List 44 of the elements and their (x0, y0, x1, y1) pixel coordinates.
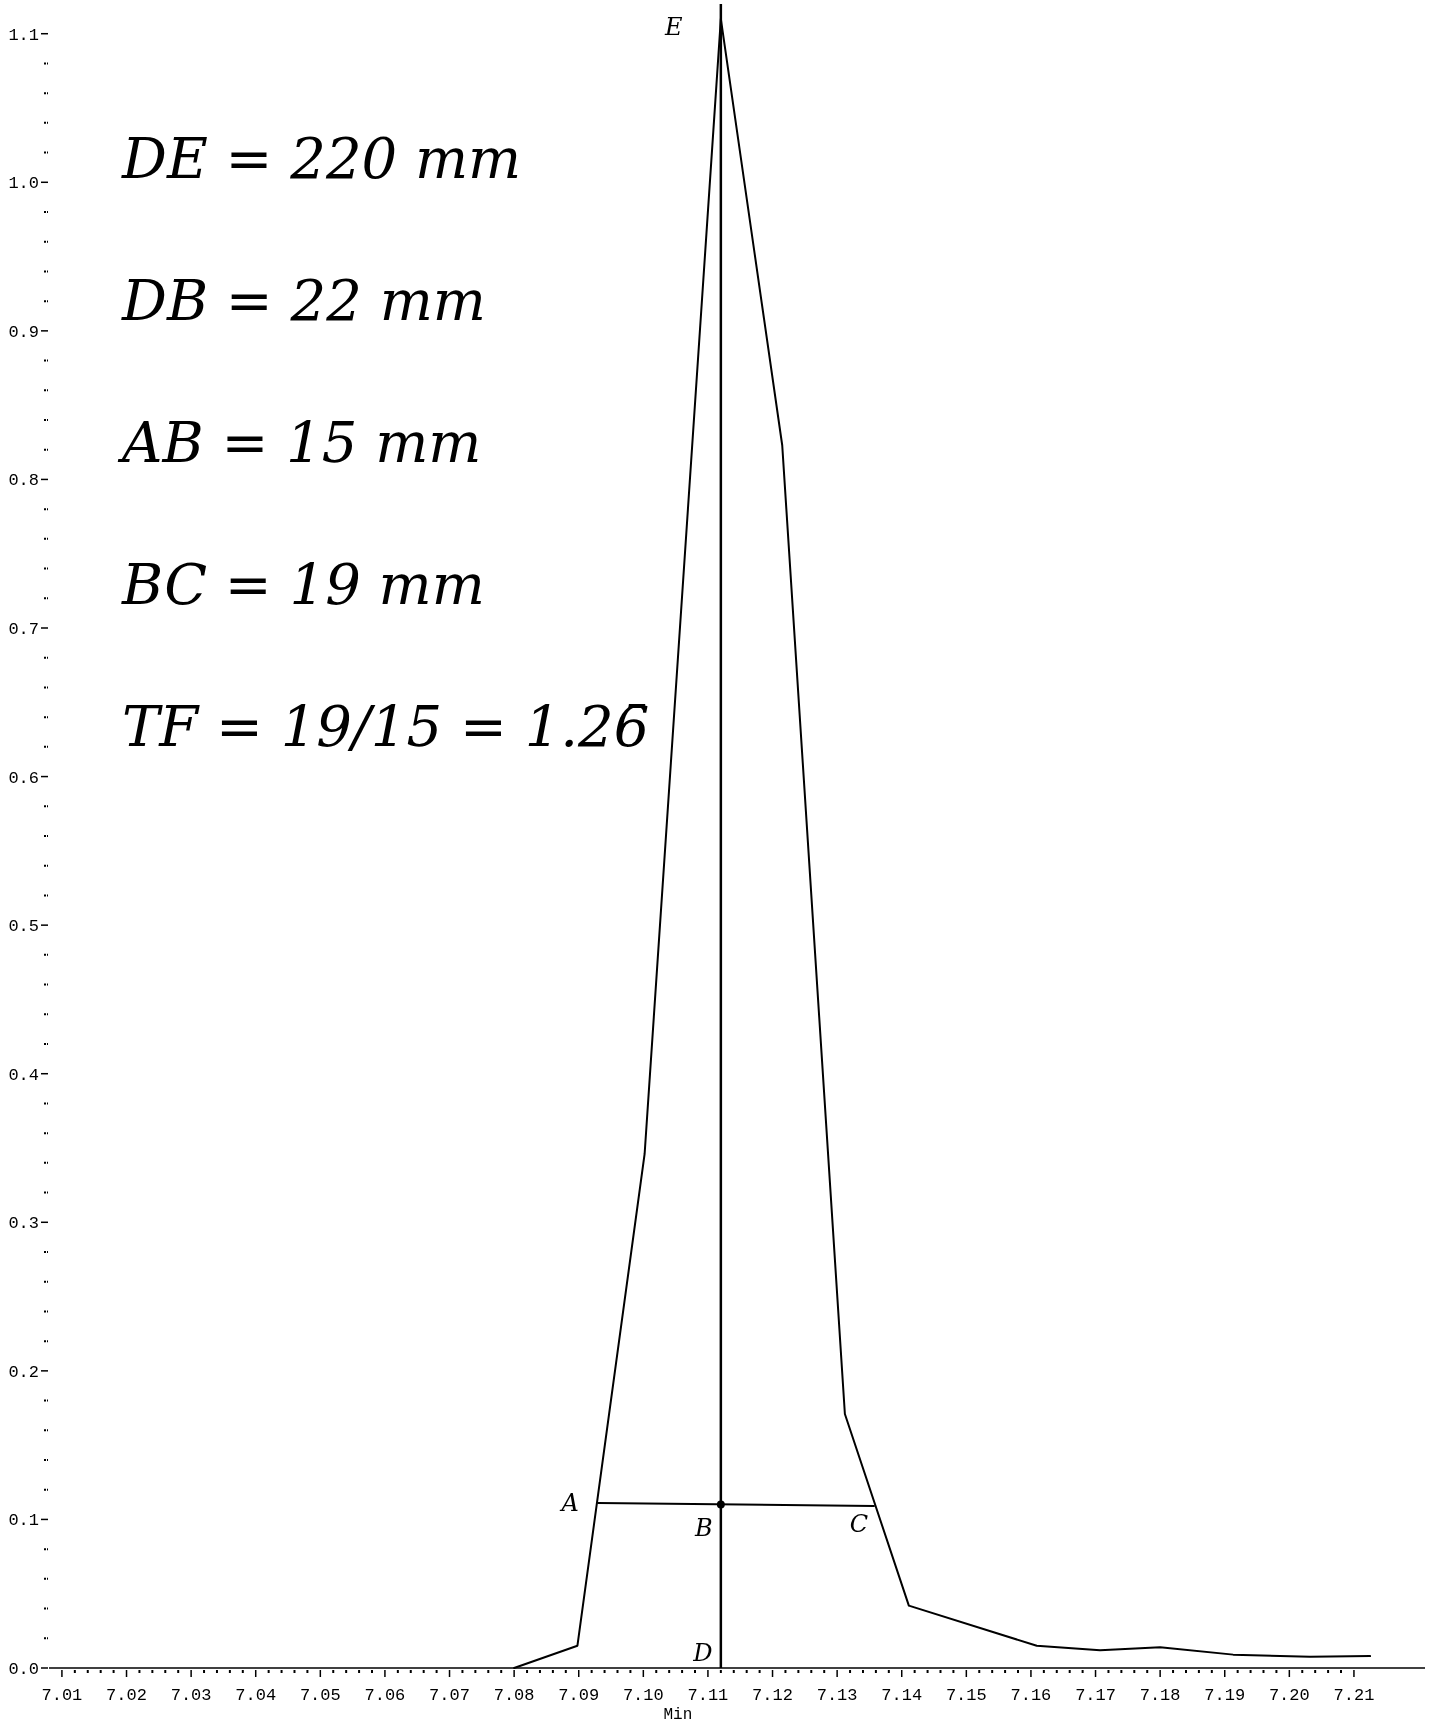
y-tick-label: 0.0 (8, 1659, 39, 1679)
x-tick-label: 7.01 (41, 1686, 83, 1705)
x-tick-label: 7.06 (364, 1686, 406, 1705)
y-tick-label: 0.3 (8, 1214, 39, 1234)
x-tick-label: 7.05 (299, 1686, 341, 1705)
y-tick-label: 0.6 (8, 768, 39, 788)
annotation: DB = 22 mm (121, 268, 486, 333)
x-tick-label: 7.02 (106, 1686, 147, 1705)
x-tick-label: 7.17 (1075, 1686, 1116, 1705)
x-tick-label: 7.08 (493, 1686, 535, 1705)
annotation: TF = 19/15 = 1.26̄ (122, 694, 650, 759)
y-tick-label: 0.9 (8, 322, 39, 342)
x-tick-label: 7.07 (429, 1686, 470, 1705)
annotation: D (692, 1639, 713, 1668)
annotation: DE = 220 mm (121, 126, 522, 191)
y-tick-label: 0.2 (8, 1362, 39, 1382)
y-tick-label: 1.1 (8, 25, 39, 45)
y-tick-label: 1.0 (8, 174, 39, 194)
y-tick-label: 0.8 (8, 471, 39, 491)
y-tick-label: 0.4 (8, 1065, 39, 1085)
x-tick-label: 7.14 (881, 1686, 923, 1705)
x-tick-label: 7.12 (752, 1686, 793, 1705)
annotation: B (694, 1513, 713, 1542)
x-tick-label: 7.09 (558, 1686, 600, 1705)
x-tick-label: 7.21 (1333, 1686, 1375, 1705)
x-tick-label: 7.19 (1204, 1686, 1246, 1705)
x-tick-label: 7.16 (1010, 1686, 1052, 1705)
x-tick-label: 7.13 (816, 1686, 858, 1705)
x-tick-label: 7.20 (1268, 1686, 1310, 1705)
x-tick-label: 7.11 (687, 1686, 729, 1705)
annotation: AB = 15 mm (117, 410, 482, 475)
x-axis-title: Min (663, 1706, 693, 1724)
y-tick-label: 0.1 (8, 1511, 39, 1531)
annotation: C (849, 1510, 869, 1539)
annotation: E (664, 13, 684, 42)
annotation: A (559, 1489, 579, 1518)
x-tick-label: 7.04 (235, 1686, 277, 1705)
x-tick-label: 7.03 (170, 1686, 212, 1705)
annotation: BC = 19 mm (121, 552, 485, 617)
y-tick-label: 0.5 (8, 917, 39, 937)
y-tick-label: 0.7 (8, 619, 39, 639)
x-tick-label: 7.15 (945, 1686, 987, 1705)
x-tick-label: 7.18 (1139, 1686, 1181, 1705)
x-tick-label: 7.10 (622, 1686, 664, 1705)
